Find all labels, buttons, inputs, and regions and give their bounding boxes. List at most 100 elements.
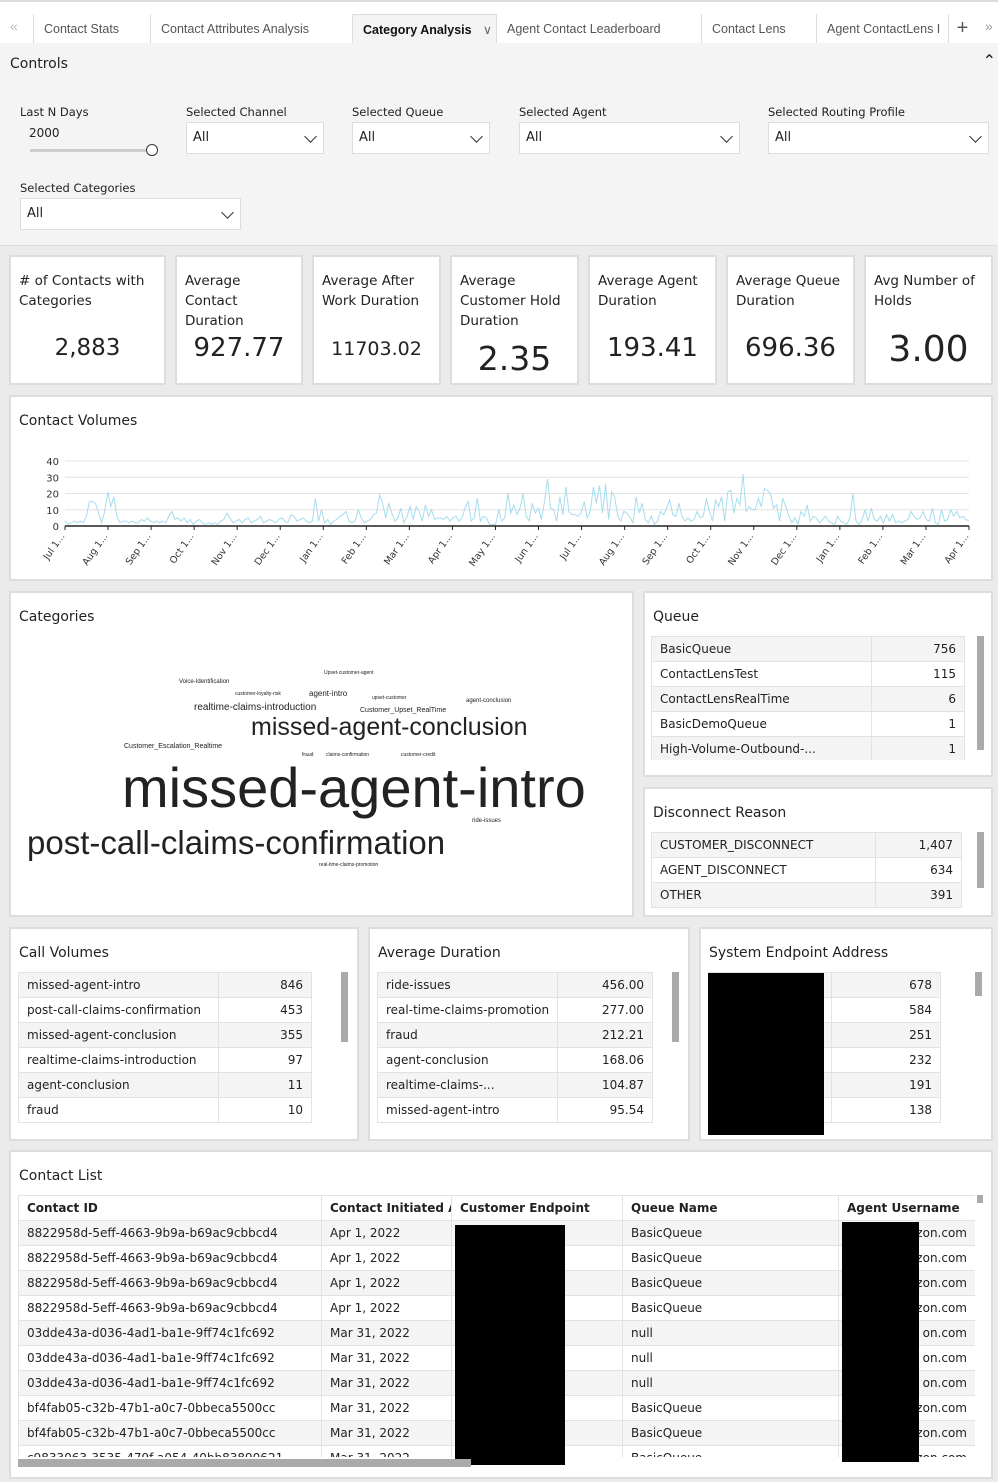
- table-row[interactable]: BasicDemoQueue 1: [651, 711, 965, 737]
- queue-scrollbar[interactable]: [977, 636, 984, 750]
- column-header[interactable]: Customer Endpoint: [451, 1195, 623, 1221]
- table-row[interactable]: CUSTOMER_DISCONNECT 1,407: [651, 832, 962, 858]
- table-row[interactable]: post-call-claims-confirmation 453: [18, 997, 312, 1023]
- table-row[interactable]: AGENT_DISCONNECT 634: [651, 857, 962, 883]
- contact-row[interactable]: c9833063-3535-479f-a054-40bb83890621Mar …: [18, 1445, 975, 1457]
- x-tick-label: May 1...: [467, 531, 498, 568]
- row-value: 678: [831, 972, 941, 998]
- tab-agent-contactlens[interactable]: Agent ContactLens I: [816, 14, 946, 45]
- table-row[interactable]: High-Volume-Outbound-... 1: [651, 736, 965, 760]
- word-cloud-term[interactable]: claims-confirmation: [326, 752, 370, 758]
- queue-name: BasicQueue: [622, 1220, 839, 1246]
- table-row[interactable]: realtime-claims-introduction 97: [18, 1047, 312, 1073]
- tab-agent-contact-leaderboard[interactable]: Agent Contact Leaderboard: [507, 22, 661, 36]
- table-row[interactable]: realtime-claims-... 104.87: [377, 1072, 653, 1098]
- tab-contact-stats[interactable]: Contact Stats: [33, 14, 150, 45]
- column-header[interactable]: Queue Name: [622, 1195, 839, 1221]
- categories-word-cloud[interactable]: Upset-customer-agent Voice-Identification…: [11, 593, 632, 915]
- contact-volumes-chart[interactable]: 0 10 20 30 40 Jul 1... Aug 1... Sep 1... Oct 1..…: [11, 397, 991, 579]
- word-cloud-term[interactable]: customer-loyalty-risk: [235, 691, 281, 697]
- word-cloud-term[interactable]: Customer_Escalation_Realtime: [124, 743, 223, 750]
- add-sheet-icon[interactable]: +: [948, 14, 976, 44]
- tab-menu-chevron-icon[interactable]: ∨: [482, 23, 492, 37]
- column-header[interactable]: Agent Username: [838, 1195, 975, 1221]
- row-value: 138: [831, 1097, 941, 1123]
- table-row[interactable]: missed-agent-intro 846: [18, 972, 312, 998]
- word-cloud-term[interactable]: ride-issues: [472, 818, 502, 824]
- row-label: realtime-claims-introduction: [18, 1047, 219, 1073]
- channel-select[interactable]: All: [186, 122, 324, 154]
- tab-contact-attributes-analysis[interactable]: Contact Attributes Analysis: [150, 14, 352, 45]
- table-row[interactable]: fraud 10: [18, 1097, 312, 1123]
- kpi-value: 696.36: [745, 333, 836, 363]
- word-cloud-term[interactable]: Customer_Upset_RealTime: [360, 707, 447, 714]
- kpi-value: 2,883: [54, 335, 121, 361]
- table-row[interactable]: agent-conclusion 168.06: [377, 1047, 653, 1073]
- x-tick-label: Jun 1...: [512, 531, 540, 565]
- endpoint-scrollbar[interactable]: [975, 972, 982, 996]
- word-cloud-term[interactable]: customer-credit: [401, 752, 436, 758]
- kpi-average-after-work-duration: Average After Work Duration 11703.02: [312, 255, 441, 385]
- table-row[interactable]: agent-conclusion 11: [18, 1072, 312, 1098]
- average-duration-panel: Average Duration ride-issues 456.00 real-t…: [368, 927, 690, 1141]
- word-cloud-term[interactable]: agent-intro: [309, 689, 348, 698]
- table-row[interactable]: missed-agent-conclusion 355: [18, 1022, 312, 1048]
- last-n-days-slider[interactable]: [30, 149, 150, 152]
- word-cloud-term[interactable]: post-call-claims-confirmation: [27, 824, 446, 861]
- average-duration-scrollbar[interactable]: [672, 972, 679, 1042]
- column-header[interactable]: Contact ID: [18, 1195, 322, 1221]
- disconnect-table: CUSTOMER_DISCONNECT 1,407 AGENT_DISCONNECT…: [651, 832, 962, 908]
- last-n-days-value: 2000: [29, 126, 60, 140]
- tab-contact-lens[interactable]: Contact Lens: [701, 14, 816, 45]
- word-cloud-term[interactable]: Voice-Identification: [179, 679, 230, 685]
- disconnect-scrollbar[interactable]: [977, 832, 984, 888]
- row-value: 1: [870, 736, 965, 760]
- word-cloud-term[interactable]: fraud: [302, 752, 314, 758]
- routing-profile-select[interactable]: All: [768, 122, 989, 154]
- contact-initiated-at: Apr 1, 2022: [321, 1220, 452, 1246]
- panel-title: Call Volumes: [19, 945, 109, 961]
- word-cloud-term[interactable]: missed-agent-intro: [122, 756, 586, 819]
- x-tick-label: Apr 1...: [426, 531, 455, 566]
- row-label: missed-agent-intro: [18, 972, 219, 998]
- scroll-tabs-right-icon[interactable]: »: [985, 18, 993, 34]
- row-label: real-time-claims-promotion: [377, 997, 559, 1023]
- row-value: 10: [217, 1097, 312, 1123]
- column-header[interactable]: Contact Initiated At: [321, 1195, 452, 1221]
- table-row[interactable]: ContactLensRealTime 6: [651, 686, 965, 712]
- slider-handle[interactable]: [146, 144, 158, 156]
- agent-select[interactable]: All: [519, 122, 740, 154]
- contact-list-horizontal-scrollbar[interactable]: [18, 1459, 471, 1467]
- word-cloud-term[interactable]: missed-agent-conclusion: [251, 713, 528, 741]
- table-row[interactable]: real-time-claims-promotion 277.00: [377, 997, 653, 1023]
- row-label: post-call-claims-confirmation: [18, 997, 219, 1023]
- word-cloud-term[interactable]: agent-conclusion: [466, 698, 512, 704]
- word-cloud-term[interactable]: Upset-customer-agent: [324, 670, 374, 676]
- categories-select[interactable]: All: [20, 198, 241, 230]
- word-cloud-term[interactable]: upset-customer: [372, 695, 407, 701]
- row-label: fraud: [18, 1097, 219, 1123]
- tab-category-analysis[interactable]: Category Analysis ∨: [352, 14, 497, 45]
- row-label: fraud: [377, 1022, 559, 1048]
- queue-name: BasicQueue: [622, 1395, 839, 1421]
- table-row[interactable]: OTHER 391: [651, 882, 962, 908]
- queue-panel: Queue BasicQueue 756 ContactLensTest 115 Con…: [643, 591, 993, 777]
- word-cloud-term[interactable]: real-time-claims-promotion: [319, 862, 379, 868]
- queue-select[interactable]: All: [352, 122, 490, 154]
- collapse-controls-icon[interactable]: ⌃: [982, 51, 996, 70]
- call-volumes-scrollbar[interactable]: [341, 972, 348, 1042]
- table-row[interactable]: ride-issues 456.00: [377, 972, 653, 998]
- scroll-tabs-left-icon[interactable]: «: [10, 18, 18, 34]
- row-label: missed-agent-intro: [377, 1097, 559, 1123]
- contact-list-vertical-scrollbar[interactable]: [977, 1195, 983, 1203]
- word-cloud-term[interactable]: realtime-claims-introduction: [194, 702, 317, 713]
- kpi-title: # of Contacts with Categories: [19, 273, 145, 309]
- x-tick-label: Oct 1...: [684, 531, 713, 566]
- table-row[interactable]: BasicQueue 756: [651, 636, 965, 662]
- table-row[interactable]: missed-agent-intro 95.54: [377, 1097, 653, 1123]
- table-row[interactable]: ContactLensTest 115: [651, 661, 965, 687]
- kpi-value: 2.35: [477, 339, 552, 378]
- contact-volumes-panel: Contact Volumes 0 10 20 30 40 Jul 1... Aug 1..…: [9, 395, 993, 581]
- call-volumes-panel: Call Volumes missed-agent-intro 846 post-c…: [9, 927, 359, 1141]
- table-row[interactable]: fraud 212.21: [377, 1022, 653, 1048]
